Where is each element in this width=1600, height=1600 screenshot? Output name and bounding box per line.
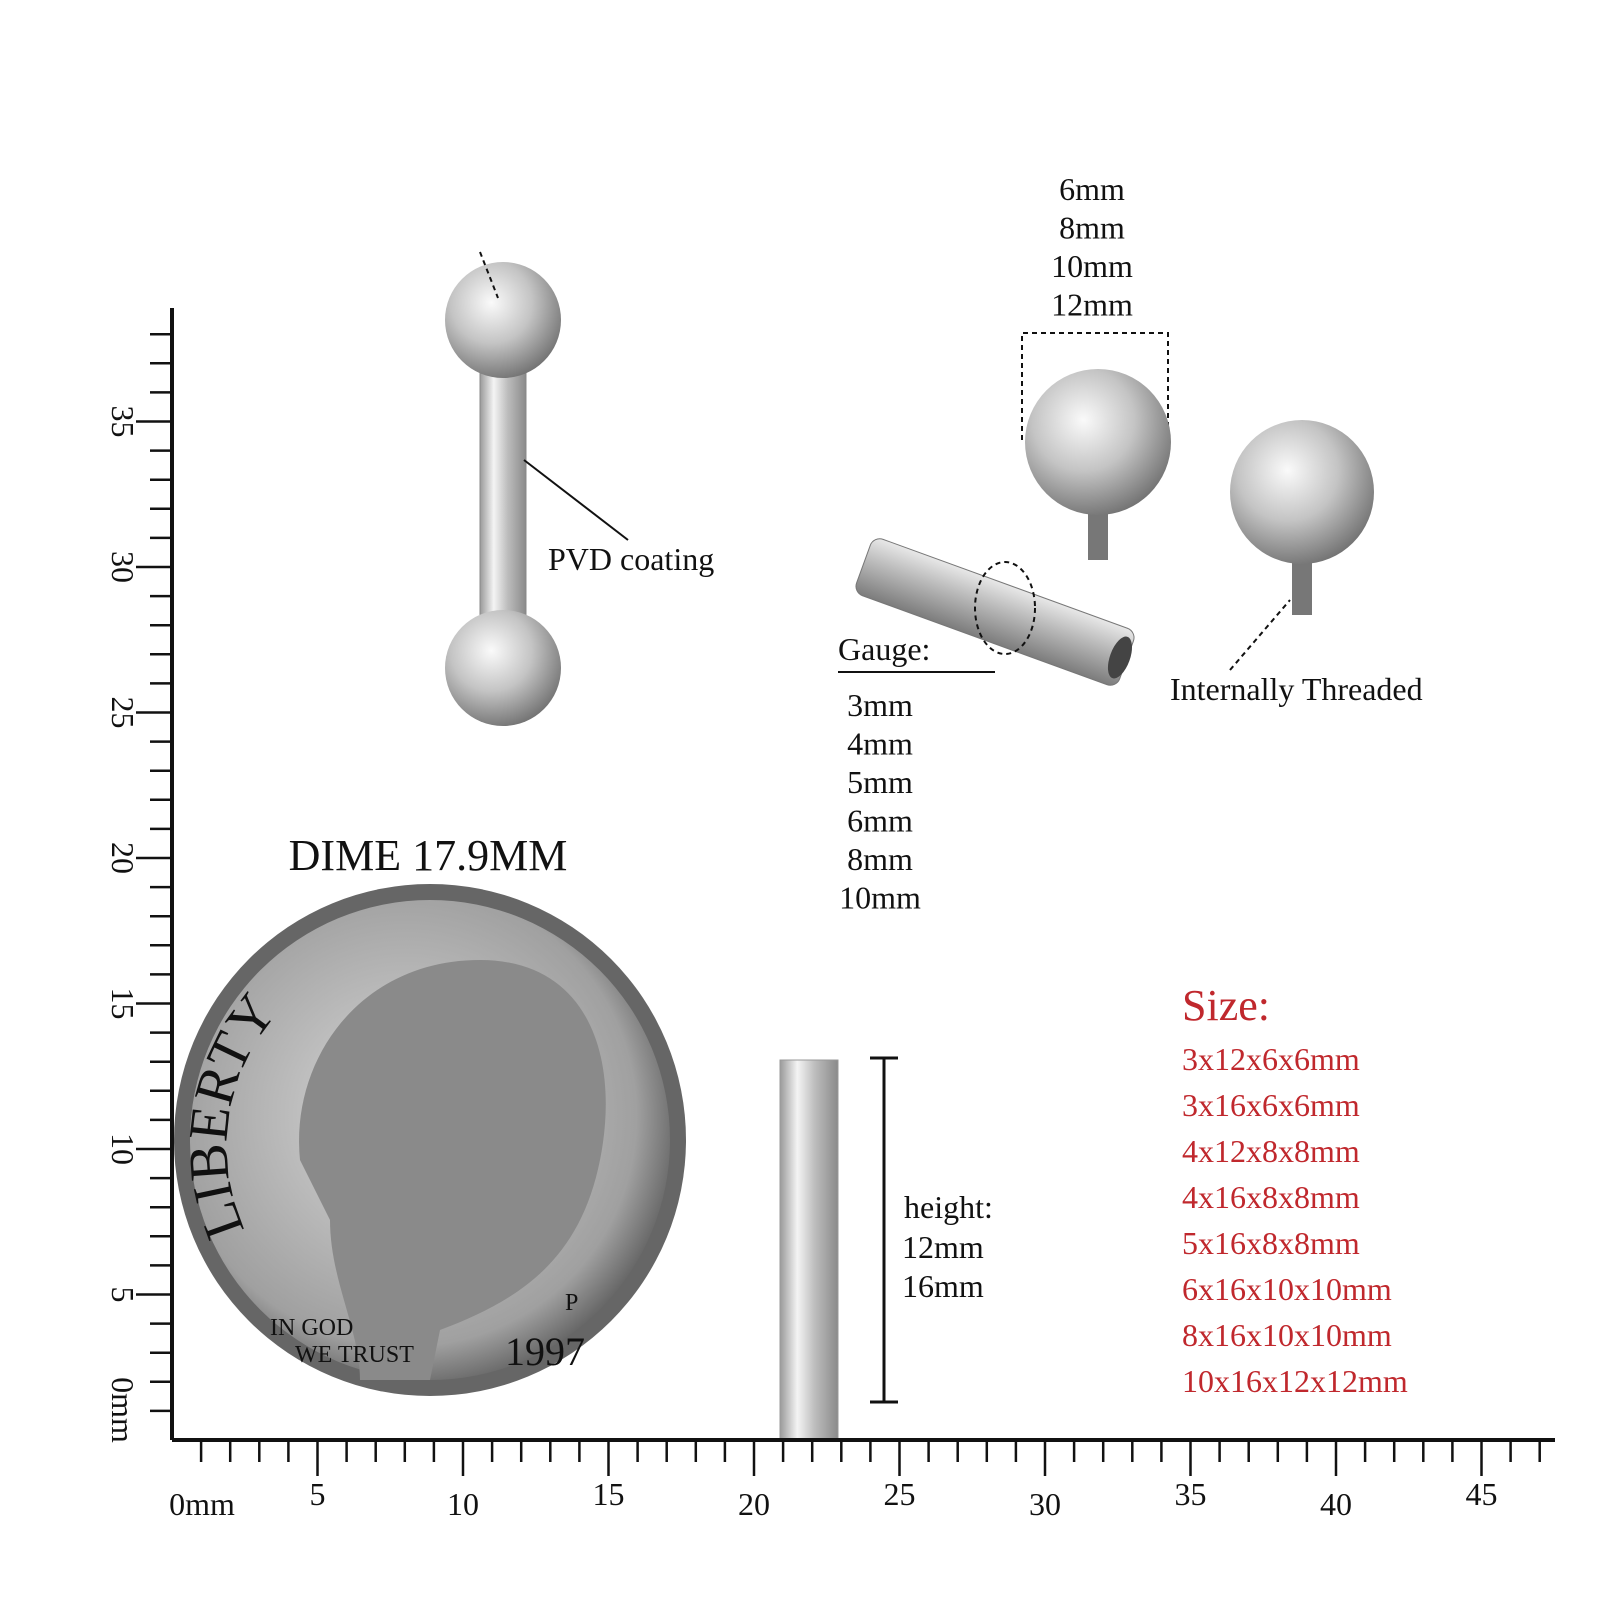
gauge-size: 10mm: [839, 880, 921, 916]
ruler-y-label: 30: [105, 551, 141, 583]
ruler: 0mm 5 10 15 20 25 30 35 40 45 0mm 5 10 15 20 25 30 35: [105, 308, 1555, 1522]
ruler-x-label: 30: [1029, 1486, 1061, 1522]
size-option: 5x16x8x8mm: [1182, 1225, 1360, 1261]
size-option: 3x16x6x6mm: [1182, 1087, 1360, 1123]
ball: [1230, 420, 1374, 564]
ruler-x-label: 10: [447, 1486, 479, 1522]
ruler-x-label: 45: [1466, 1476, 1498, 1512]
gauge-size: 3mm: [847, 687, 913, 723]
size-title: Size:: [1182, 981, 1270, 1030]
ball-size: 10mm: [1051, 248, 1133, 284]
barbell-ball: [445, 262, 561, 378]
gauge-size: 6mm: [847, 803, 913, 839]
height-size: 16mm: [902, 1268, 984, 1304]
height-bracket: [870, 1056, 898, 1404]
tube: [855, 538, 1135, 686]
ball-size: 8mm: [1059, 210, 1125, 246]
coin-mint: P: [565, 1290, 578, 1316]
ball-ends: [1025, 369, 1374, 615]
leader-line: [523, 459, 629, 541]
barbell-shaft: [479, 371, 527, 623]
ruler-y-label: 25: [105, 697, 141, 729]
barbell: [445, 251, 561, 726]
size-option: 8x16x10x10mm: [1182, 1317, 1392, 1353]
ruler-x-label: 0mm: [169, 1486, 235, 1522]
ruler-y-label: 20: [105, 842, 141, 874]
ruler-y-label: 0mm: [105, 1377, 141, 1443]
gauge-size: 8mm: [847, 841, 913, 877]
leader-line: [1229, 599, 1291, 671]
size-option: 3x12x6x6mm: [1182, 1041, 1360, 1077]
ruler-y-label: 5: [105, 1287, 141, 1303]
dash-ellipse: [974, 561, 1036, 655]
ruler-x-label: 15: [593, 1476, 625, 1512]
tube-hole: [1107, 636, 1133, 679]
height-size: 12mm: [902, 1229, 984, 1265]
tube-vertical: [779, 1059, 839, 1441]
ruler-y-label: 10: [105, 1133, 141, 1165]
ruler-x-label: 5: [310, 1476, 326, 1512]
thread: [1292, 555, 1312, 615]
gauge-size: 4mm: [847, 726, 913, 762]
ruler-x-label: 20: [738, 1486, 770, 1522]
portrait: [299, 960, 606, 1380]
size-option: 6x16x10x10mm: [1182, 1271, 1392, 1307]
gauge-title: Gauge:: [838, 631, 930, 667]
barbell-ball: [445, 610, 561, 726]
ruler-y-label: 15: [105, 988, 141, 1020]
gauge-size: 5mm: [847, 764, 913, 800]
ball: [1025, 369, 1171, 515]
ball-size: 12mm: [1051, 287, 1133, 323]
size-options: 3x12x6x6mm 3x16x6x6mm 4x12x8x8mm 4x16x8x8mm…: [1182, 1041, 1408, 1399]
coin-year: 1997: [505, 1329, 585, 1374]
coin-motto: WE TRUST: [295, 1342, 414, 1368]
ruler-x-label: 35: [1175, 1476, 1207, 1512]
thread: [1088, 510, 1108, 560]
size-option: 4x16x8x8mm: [1182, 1179, 1360, 1215]
coin-motto: IN GOD: [270, 1315, 353, 1341]
ruler-x-label: 40: [1320, 1486, 1352, 1522]
ruler-x-label: 25: [884, 1476, 916, 1512]
dime: LIBERTY IN GOD WE TRUST 1997 P: [174, 884, 686, 1396]
ruler-y-label: 35: [105, 406, 141, 438]
coating-label: PVD coating: [548, 541, 714, 577]
height-title: height:: [904, 1189, 993, 1225]
size-option: 10x16x12x12mm: [1182, 1363, 1408, 1399]
size-option: 4x12x8x8mm: [1182, 1133, 1360, 1169]
thread-label: Internally Threaded: [1170, 671, 1423, 707]
ball-size: 6mm: [1059, 171, 1125, 207]
size-bracket: [1021, 332, 1169, 440]
dime-label: DIME 17.9MM: [289, 831, 568, 880]
